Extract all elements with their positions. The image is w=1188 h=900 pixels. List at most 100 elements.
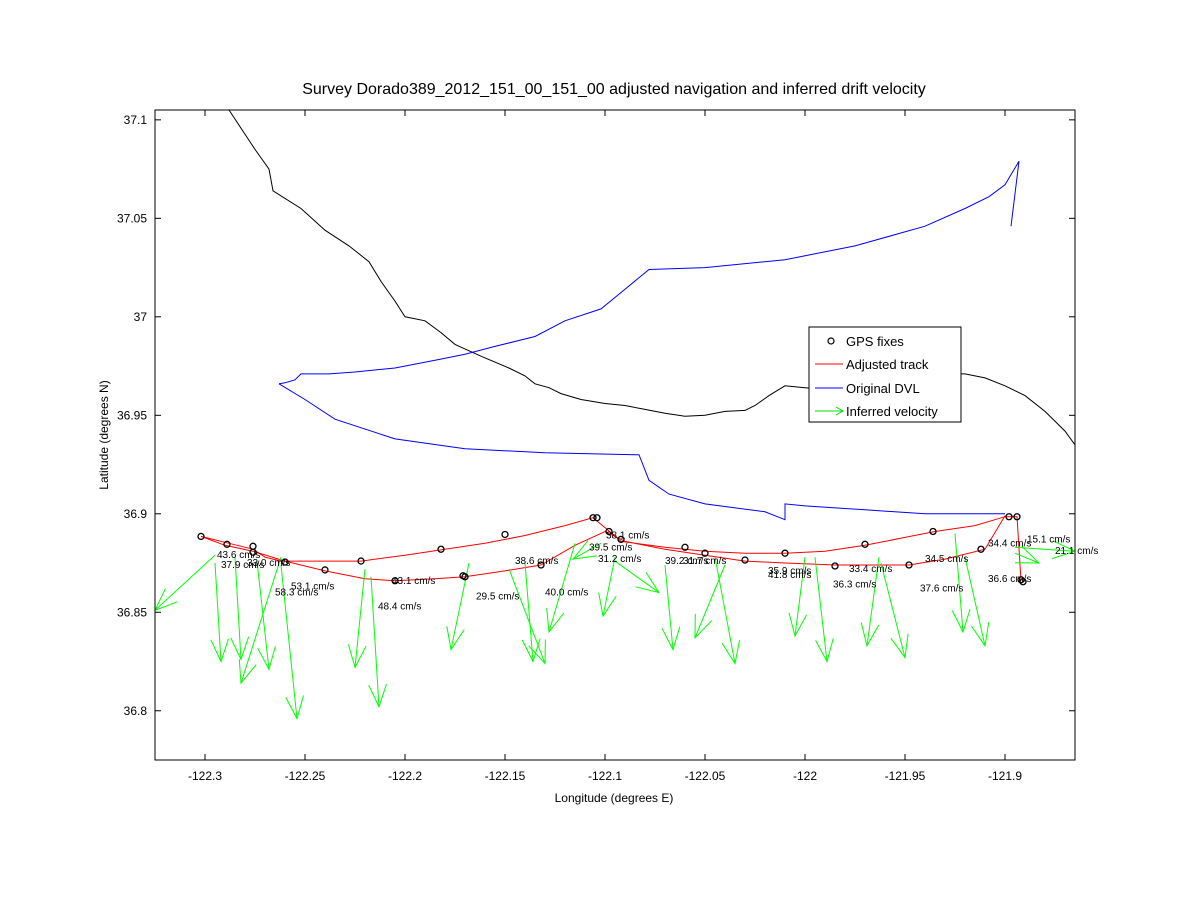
x-tick-label: -121.95 (885, 769, 926, 783)
velocity-label: 39.2 cm/s (665, 556, 708, 567)
velocity-label: 36.6 cm/s (988, 574, 1031, 585)
velocity-arrow (814, 557, 834, 663)
plot-frame (154, 109, 1076, 761)
x-axis-label: Longitude (degrees E) (555, 791, 674, 805)
gps-fix-marker (593, 514, 601, 522)
y-tick-label: 36.95 (117, 408, 147, 422)
velocity-arrow (1014, 545, 1041, 564)
velocity-label: 43.1 cm/s (392, 576, 435, 587)
legend-gps-label: GPS fixes (846, 334, 904, 349)
velocity-label: 39.5 cm/s (589, 542, 632, 553)
legend-velocity-arrow (815, 406, 845, 416)
y-tick-label: 37.1 (124, 113, 148, 127)
velocity-label: 31.7 cm/s (683, 556, 726, 567)
gps-fix-marker (1013, 513, 1021, 521)
gps-fix-marker (741, 556, 749, 564)
velocity-arrow (347, 568, 367, 669)
velocity-arrow (280, 564, 304, 720)
velocity-arrow (788, 557, 808, 638)
gps-fix-marker (617, 535, 625, 544)
gps-fix-marker (321, 566, 329, 574)
y-tick-label: 36.85 (117, 605, 147, 619)
y-axis-label: Latitude (degrees N) (97, 380, 111, 489)
x-tick-label: -122.3 (188, 769, 222, 783)
legend: GPS fixes Adjusted track Original DVL In… (808, 326, 962, 423)
gps-fix-marker (391, 577, 399, 585)
gps-fix-marker (929, 527, 937, 536)
velocity-arrow (508, 568, 546, 665)
velocity-label: 35.9 cm/s (768, 566, 811, 577)
legend-gps-marker (827, 337, 835, 345)
gps-fix-marker (197, 532, 205, 541)
velocity-arrow (880, 562, 909, 659)
velocity-label: 53.1 cm/s (291, 582, 334, 593)
y-tick-label: 37.05 (117, 211, 147, 225)
x-tick-label: -122.15 (485, 769, 526, 783)
velocity-arrow (155, 554, 216, 611)
velocity-label: 40.0 cm/s (545, 588, 588, 599)
velocity-label: 37.9 cm/s (221, 560, 264, 571)
velocity-arrow (714, 557, 741, 665)
velocity-label: 31.2 cm/s (598, 554, 641, 565)
chart-title: Survey Dorado389_2012_151_00_151_00 adju… (302, 81, 926, 98)
velocity-label: 58.3 cm/s (275, 588, 318, 599)
velocity-label-layer: 43.6 cm/s37.9 cm/s33.0 cm/s 53.1 cm/s58.3… (217, 530, 1098, 612)
gps-fix-marker (281, 558, 289, 566)
velocity-label: 36.3 cm/s (833, 580, 876, 591)
original-dvl-line (278, 160, 1020, 385)
gps-fix-marker (605, 527, 613, 536)
legend-box (808, 326, 962, 423)
x-tick-label: -122.2 (388, 769, 422, 783)
gps-fix-marker (459, 572, 467, 580)
velocity-label: 34.5 cm/s (925, 554, 968, 565)
y-tick-label: 36.9 (124, 507, 148, 521)
velocity-label: 38.6 cm/s (515, 556, 558, 567)
velocity-arrow (598, 557, 617, 618)
x-tick-label: -121.9 (988, 769, 1022, 783)
velocity-arrow (521, 562, 541, 663)
gps-fix-marker (701, 549, 709, 557)
gps-fix-marker (357, 557, 365, 565)
velocity-arrow (1014, 540, 1075, 560)
gps-fix-marker (1019, 578, 1027, 586)
adjusted-track-line (200, 516, 1022, 581)
velocity-label: 21.1 cm/s (1055, 546, 1098, 557)
gps-fix-marker (977, 545, 985, 553)
velocity-arrow (230, 557, 250, 661)
velocity-arrow (951, 533, 971, 634)
velocity-arrow (546, 543, 576, 634)
velocity-label: 29.5 cm/s (476, 592, 519, 603)
velocity-arrow (614, 560, 661, 594)
legend-velocity-label: Inferred velocity (846, 404, 938, 419)
velocity-arrow (661, 564, 681, 652)
velocity-label: 43.6 cm/s (217, 550, 260, 561)
x-tick-label: -122 (793, 769, 817, 783)
velocity-label: 34.4 cm/s (988, 538, 1031, 549)
legend-dvl-label: Original DVL (846, 381, 920, 396)
x-tick-label: -122.05 (685, 769, 726, 783)
gps-fix-marker (223, 540, 231, 548)
gps-fix-marker (537, 561, 545, 569)
velocity-label: 37.6 cm/s (920, 584, 963, 595)
gps-fix-marker (1005, 513, 1013, 521)
y-axis-ticks: 36.8 36.85 36.9 36.95 37 37.05 37.1 (117, 113, 1075, 718)
y-tick-label: 37 (134, 310, 148, 324)
gps-fix-marker (437, 545, 445, 553)
gps-fix-marker (501, 530, 509, 539)
x-axis-ticks: -122.3 -122.25 -122.2 -122.15 -122.1 -122.05 -… (188, 110, 1022, 783)
gps-fix-marker (589, 514, 597, 522)
velocity-arrow (964, 557, 990, 648)
velocity-arrow (860, 557, 880, 648)
x-tick-label: -122.25 (285, 769, 326, 783)
velocity-label: 48.4 cm/s (378, 601, 421, 612)
velocity-label: 33.0 cm/s (247, 558, 290, 569)
velocity-arrow (368, 576, 387, 709)
velocity-label: 33.4 cm/s (849, 564, 892, 575)
velocity-label: 38.1 cm/s (606, 530, 649, 541)
gps-fix-marker (249, 548, 257, 556)
gps-fix-marker (781, 549, 789, 557)
gps-fix-marker (1017, 576, 1025, 584)
velocity-arrow (694, 564, 726, 640)
gps-fix-marker (831, 562, 839, 570)
